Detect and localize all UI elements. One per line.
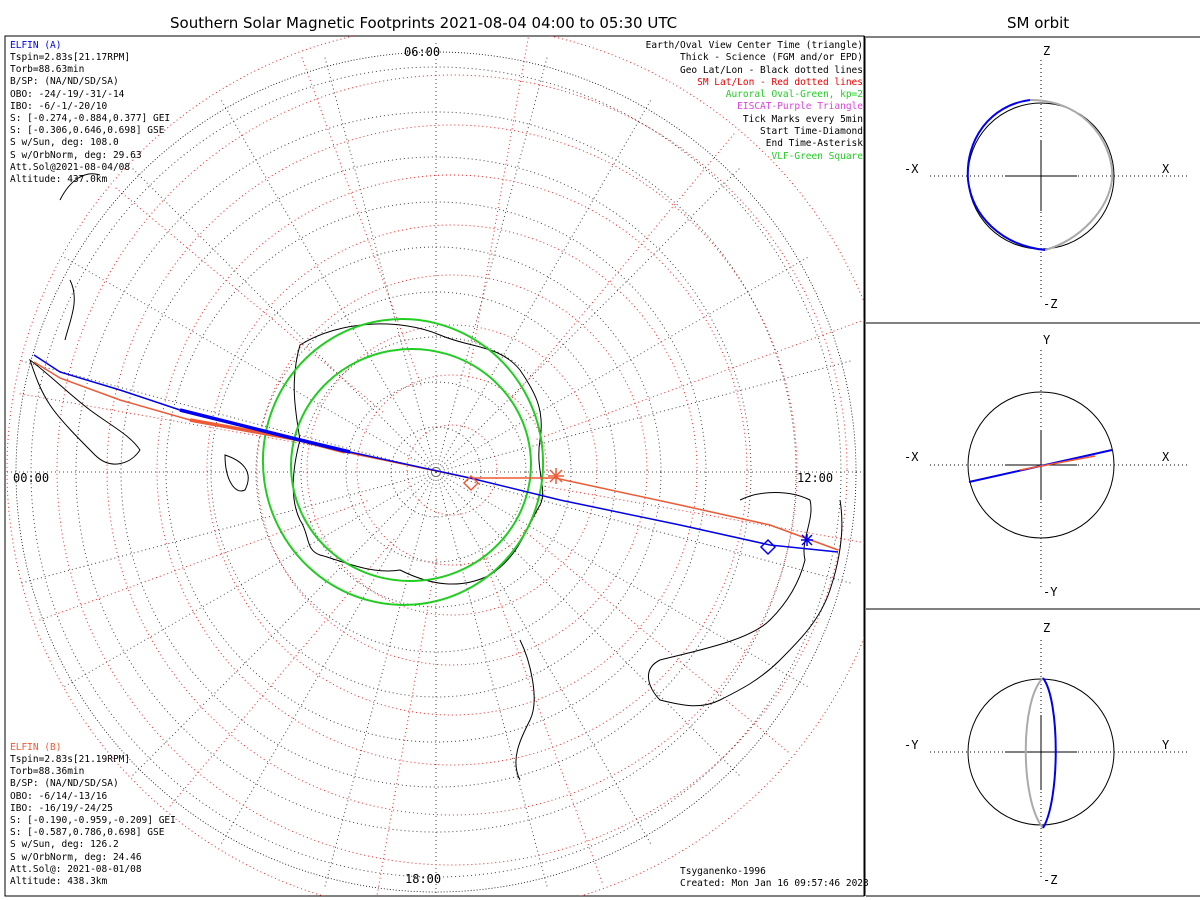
- geo-latitude-circle: [345, 381, 527, 563]
- legend-item: EISCAT-Purple Triangle: [737, 101, 863, 113]
- elfin-b-info: Tspin=2.83s[21.19RPM] Torb=88.36min B/SP: …: [10, 754, 176, 888]
- sm-longitude-line: [376, 558, 437, 896]
- african-coastline: [29, 358, 141, 465]
- auroral-oval-inner: [290, 347, 532, 583]
- elfin-a-name: ELFIN (A): [10, 40, 62, 51]
- legend-item: SM Lat/Lon - Red dotted lines: [697, 76, 863, 88]
- sm-longitude-line: [168, 538, 395, 808]
- geo-longitude-line: [435, 99, 652, 473]
- antarctica-coastline: [292, 323, 544, 585]
- sm-longitude-line: [114, 186, 384, 413]
- sm-latitude-circle: [56, 74, 848, 866]
- panel2-bottom-label: -Y: [1043, 585, 1058, 599]
- sm-latitude-circle: [106, 124, 798, 816]
- sm-longitude-line: [540, 485, 864, 544]
- plot-title: Southern Solar Magnetic Footprints 2021-…: [170, 14, 678, 32]
- hour-label-top: 06:00: [404, 45, 441, 59]
- geo-longitude-line: [63, 471, 437, 688]
- elfin-a-end-asterisk: [801, 534, 813, 546]
- legend-item: Start Time-Diamond: [760, 126, 863, 138]
- elfin-b-end-asterisk: [548, 468, 564, 484]
- legend-item: Geo Lat/Lon - Black dotted lines: [679, 64, 863, 76]
- orbit-panel-xz: [930, 60, 1190, 300]
- elfin-b-start-diamond: [462, 474, 480, 492]
- sm-latitude-circle: [406, 424, 498, 516]
- geo-latitude-circle: [300, 336, 572, 608]
- hour-label-right: 12:00: [797, 471, 834, 485]
- sm-grid: [6, 36, 864, 896]
- sm-longitude-line: [18, 393, 364, 455]
- geo-longitude-line: [435, 471, 809, 688]
- sm-latitude-circle: [206, 224, 698, 716]
- sm-longitude-line: [301, 56, 422, 386]
- geo-longitude-line: [435, 167, 741, 473]
- legend: Earth/Oval View Center Time (triangle) T…: [646, 40, 863, 163]
- created-timestamp: Created: Mon Jan 16 09:57:46 2023: [680, 878, 869, 889]
- geo-longitude-line: [20, 360, 437, 473]
- geo-grid: [6, 42, 864, 896]
- legend-item: End Time-Asterisk: [765, 138, 863, 150]
- polar-plot-frame: [4, 35, 865, 897]
- hour-label-bottom: 18:00: [405, 872, 442, 886]
- outer-latitude-circle: [15, 51, 857, 893]
- elfin-a-start-diamond: [759, 538, 777, 556]
- legend-item: VLF-Green Square: [771, 150, 863, 162]
- geo-longitude-line: [435, 471, 548, 888]
- auroral-oval-outer: [261, 318, 545, 606]
- geo-longitude-line: [220, 99, 437, 473]
- legend-item: Tick Marks every 5min: [742, 113, 863, 125]
- sm-latitude-circle: [356, 374, 548, 566]
- sm-longitude-line: [509, 132, 736, 402]
- sm-longitude-line: [520, 527, 790, 754]
- sm-longitude-line: [38, 500, 368, 621]
- geo-longitude-line: [435, 471, 741, 777]
- panel2-right-label: X: [1162, 450, 1170, 464]
- panel3-bottom-label: -Z: [1043, 873, 1058, 887]
- model-label: Tsyganenko-1996: [680, 866, 766, 877]
- geo-longitude-line: [435, 360, 852, 473]
- orbit-panel-title: SM orbit: [1007, 14, 1070, 32]
- panel2-left-label: -X: [904, 450, 919, 464]
- orbit-panel-yz: [930, 640, 1190, 880]
- auroral-ovals: [261, 318, 545, 606]
- geo-longitude-line: [20, 471, 437, 584]
- geo-longitude-line: [324, 56, 437, 473]
- panel3-left-label: -Y: [904, 738, 919, 752]
- sm-latitude-circle: [256, 274, 648, 666]
- geo-longitude-line: [220, 471, 437, 845]
- sm-longitude-line: [467, 36, 529, 382]
- south-america-coastline: [648, 492, 843, 707]
- panel1-top-label: Z: [1043, 44, 1051, 58]
- panel2-top-label: Y: [1043, 333, 1051, 347]
- elfin-a-info: Tspin=2.83s[21.17RPM] Torb=88.63min B/SP: …: [10, 52, 171, 186]
- orbit-panel-xy: [930, 350, 1190, 590]
- australia-coastline: [59, 173, 249, 492]
- sm-latitude-circle: [156, 174, 748, 766]
- geo-latitude-circle: [165, 201, 707, 743]
- legend-item: Earth/Oval View Center Time (triangle): [645, 40, 863, 51]
- panel1-bottom-label: -Z: [1043, 297, 1058, 311]
- island-coastline: [515, 639, 535, 781]
- geo-longitude-line: [131, 471, 437, 777]
- geo-longitude-line: [435, 56, 548, 473]
- geo-longitude-line: [435, 256, 809, 473]
- panel3-right-label: Y: [1162, 738, 1170, 752]
- panel1-left-label: -X: [904, 162, 919, 176]
- geo-latitude-circle: [120, 156, 752, 788]
- elfin-a-track: [33, 354, 839, 553]
- geo-longitude-line: [435, 471, 652, 845]
- elfin-a-science-segment: [179, 408, 351, 454]
- legend-item: Thick - Science (FGM and/or EPD): [679, 52, 863, 64]
- elfin-b-name: ELFIN (B): [10, 742, 62, 753]
- legend-item: Auroral Oval-Green, kp=2: [725, 89, 863, 101]
- panel3-top-label: Z: [1043, 621, 1051, 635]
- hour-label-left: 00:00: [13, 471, 50, 485]
- sm-latitude-circle: [306, 324, 598, 616]
- geo-longitude-line: [324, 471, 437, 888]
- panel1-right-label: X: [1162, 162, 1170, 176]
- sm-longitude-line: [482, 554, 603, 884]
